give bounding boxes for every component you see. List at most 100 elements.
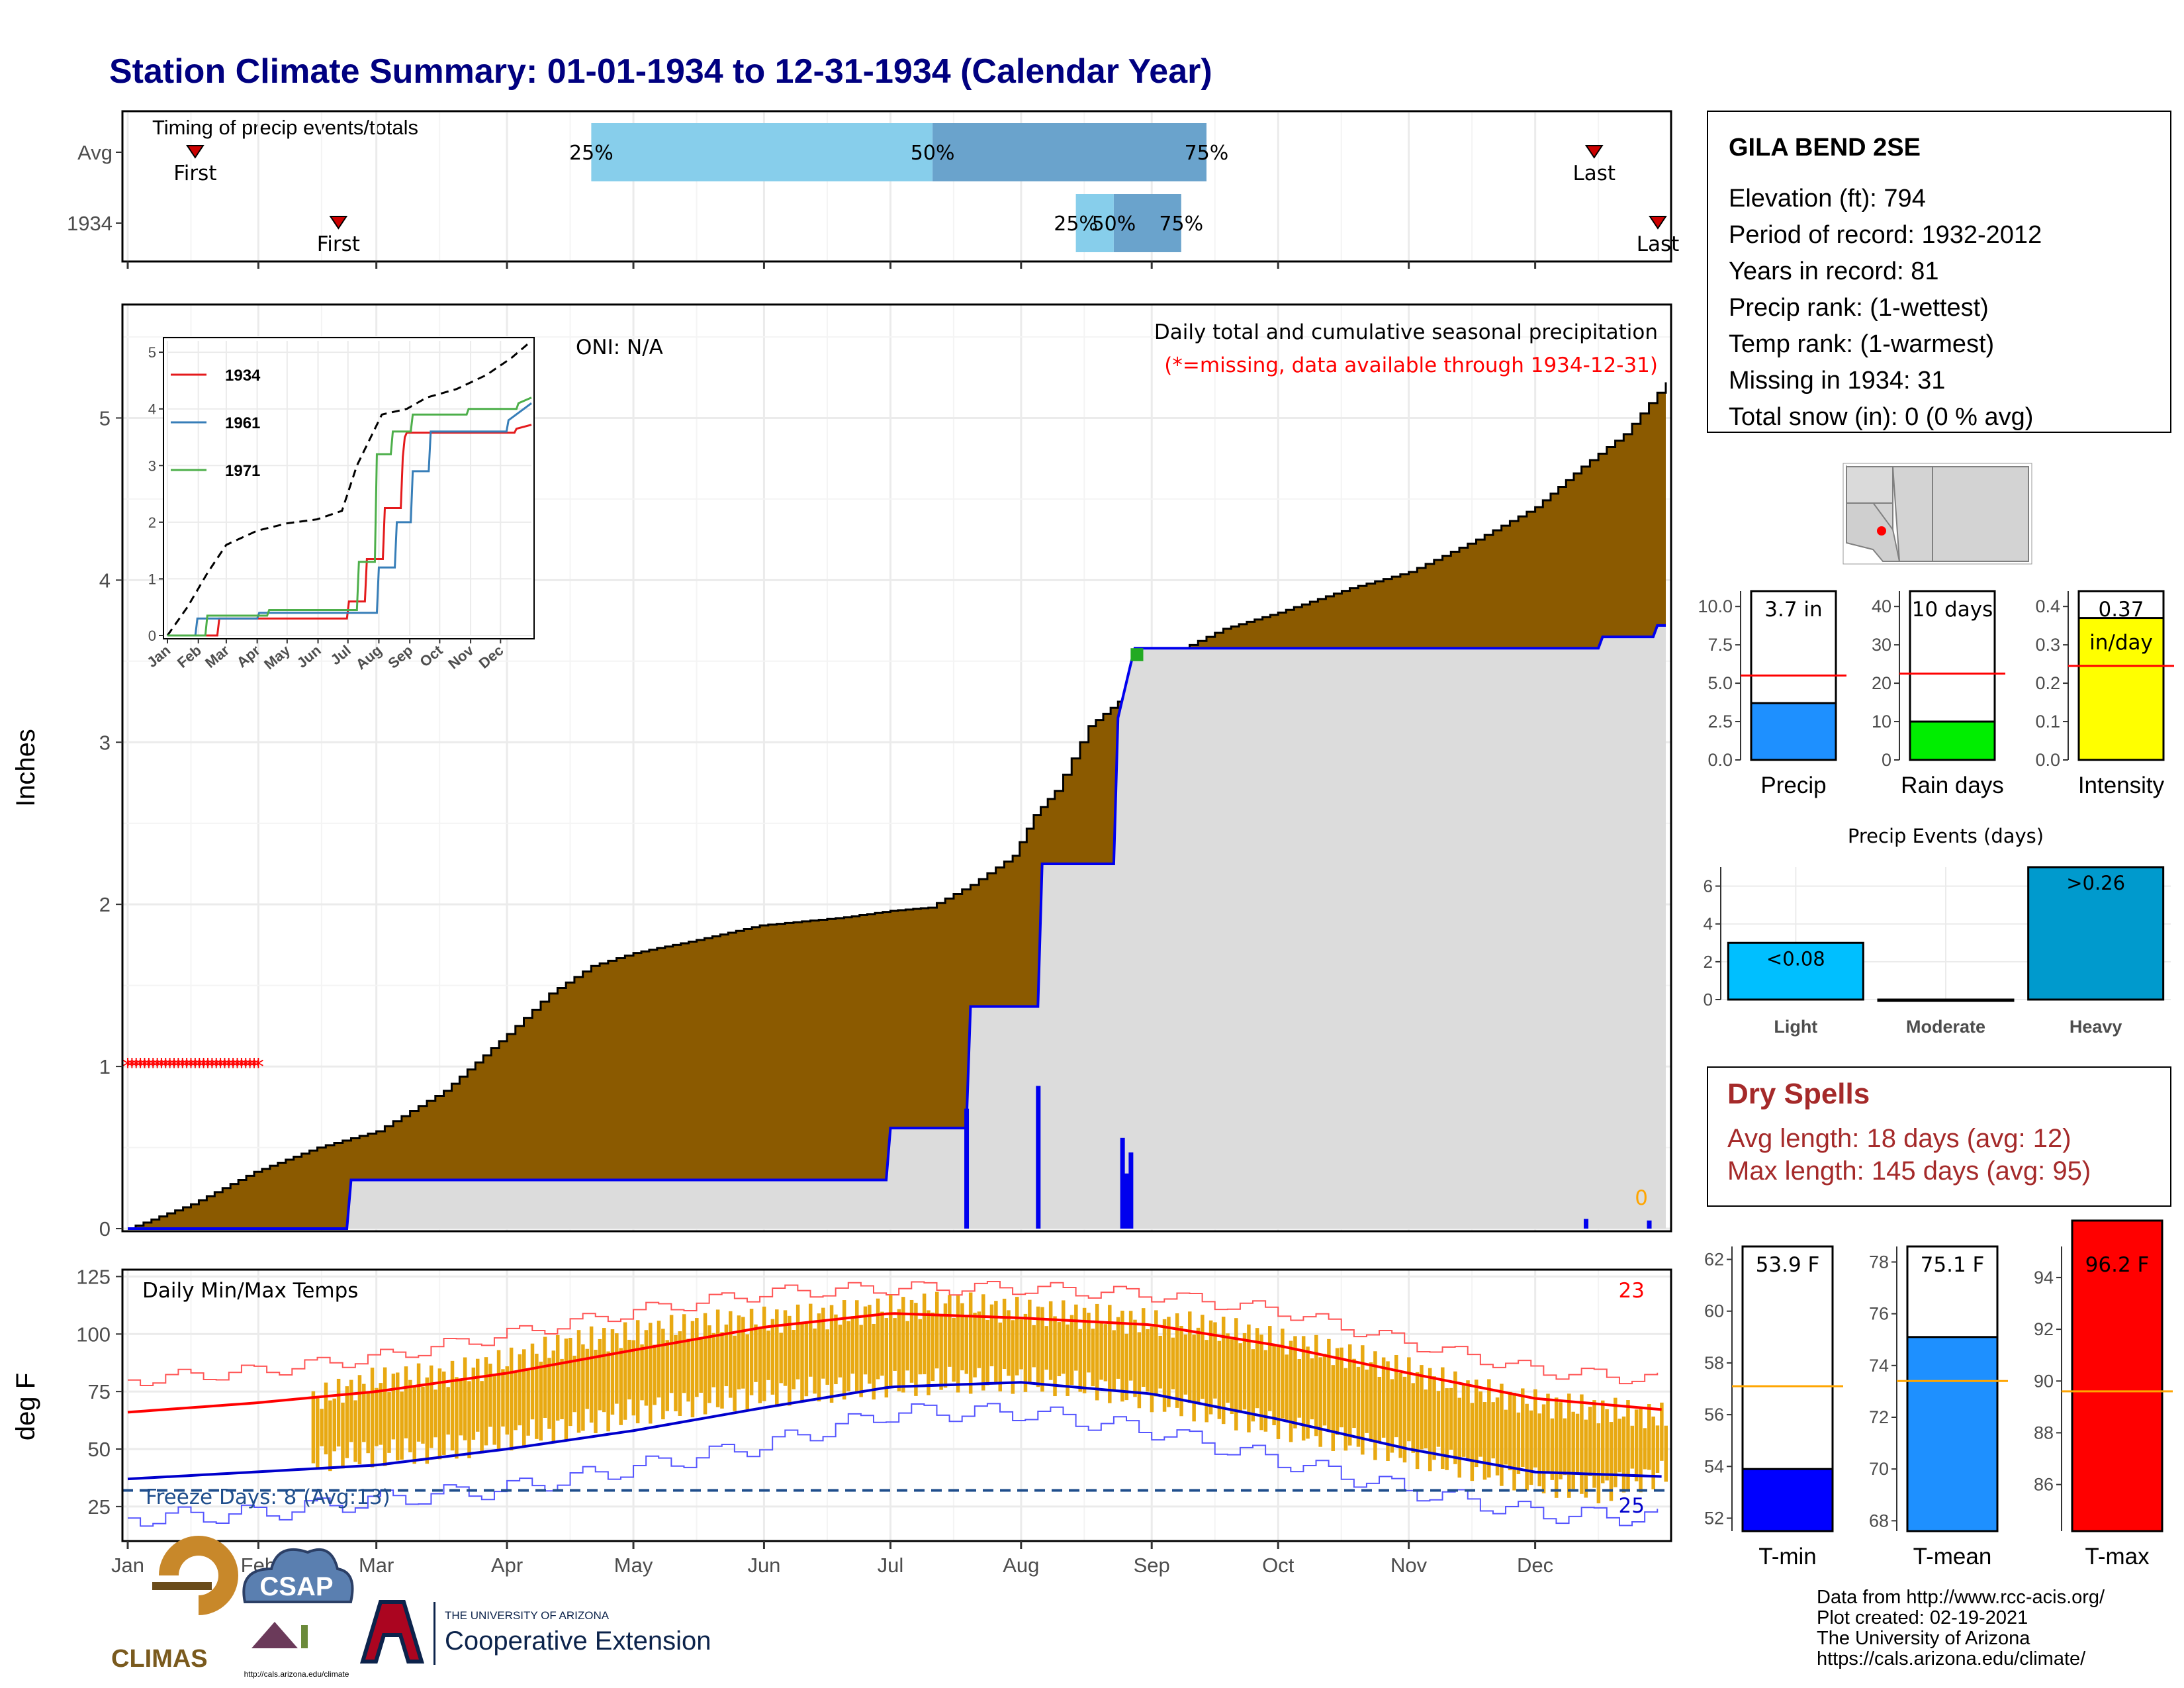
temps-daily-bar [1066,1324,1069,1396]
temps-daily-bar [1226,1333,1230,1403]
temps-daily-bar [496,1350,501,1450]
precip-end-label: 0 [1635,1186,1648,1210]
temps-daily-bar [1048,1301,1053,1380]
temps-daily-bar [555,1335,560,1421]
temps-daily-bar [1255,1328,1259,1409]
timing-bar-q50-q75 [933,123,1206,181]
temps-daily-bar [463,1357,467,1440]
temps-daily-bar [1234,1318,1238,1430]
temps-daily-bar [1167,1317,1171,1407]
temps-daily-bar [1276,1346,1281,1439]
temps-daily-bar [1124,1333,1129,1401]
footer-line-2: Plot created: 02-19-2021 [1817,1607,2028,1628]
tempbar-t-min-bar [1741,1468,1834,1532]
temps-daily-bar [1208,1320,1213,1415]
precip-above-avg-patch [1130,648,1144,661]
mini-intensity-ytick-label: 0.0 [2035,750,2060,770]
temps-daily-bar [821,1307,825,1379]
temps-daily-bar [737,1315,741,1389]
temps-daily-bar [1196,1327,1201,1404]
temps-daily-bar [1238,1343,1242,1411]
temps-daily-bar [455,1377,459,1459]
temps-daily-bar [383,1367,387,1466]
temps-daily-bar [960,1303,964,1371]
events-category-label-light: Light [1774,1017,1817,1037]
temps-daily-bar [530,1343,535,1420]
month-label-dec: Dec [1517,1554,1553,1577]
tempbar-t-max-ytick-label: 92 [2034,1319,2054,1339]
temps-daily-bar [1491,1402,1495,1459]
temps-daily-bar [868,1305,872,1384]
mini-precip-bar [1750,702,1837,761]
precip-missing-marker: * [194,1054,205,1080]
temps-daily-bar [715,1309,720,1407]
station-name: GILA BEND 2SE [1729,134,1921,162]
temps-daily-bar [897,1309,901,1391]
temps-daily-bar [939,1316,943,1390]
events-bar-moderate [1877,998,2015,1002]
temps-daily-bar [1377,1376,1382,1442]
temps-daily-bar [429,1365,433,1448]
temps-frame [121,1268,1672,1542]
temps-daily-bar [842,1300,846,1400]
precip-missing-marker: * [236,1054,247,1080]
station-info-line: Elevation (ft): 794 [1729,185,1926,212]
temps-daily-bar [606,1351,610,1432]
precip-missing-marker: * [177,1054,188,1080]
temps-title: Daily Min/Max Temps [142,1279,358,1303]
mini-precip-ytick-label: 2.5 [1707,712,1733,731]
temps-daily-bar [749,1309,754,1395]
temps-daily-bar [1415,1372,1420,1470]
tempbar-t-max-ytick-label: 94 [2034,1268,2054,1288]
temps-daily-bar [1171,1337,1175,1389]
temps-daily-bar [1213,1322,1217,1399]
temps-daily-bar [931,1312,935,1382]
temps-daily-bar [1263,1350,1268,1432]
temps-daily-bar [446,1387,450,1435]
temps-daily-bar [1175,1313,1179,1408]
events-ytick-label-0: 0 [1704,990,1713,1009]
map-new-mexico [1891,466,1933,562]
temps-daily-bar [1563,1418,1567,1476]
temps-daily-bar [581,1344,585,1431]
precip-daily-bar [1036,1086,1041,1229]
temps-daily-bar [1546,1393,1550,1472]
temps-daily-bar [1251,1349,1255,1422]
temps-daily-bar [741,1317,745,1389]
temps-daily-bar [682,1314,686,1393]
temps-ytick-label-50: 50 [88,1438,111,1461]
temps-daily-bar [1221,1317,1226,1425]
temps-daily-bar [442,1371,446,1455]
temps-daily-bar [1322,1354,1327,1426]
dry-spells-title: Dry Spells [1727,1078,1870,1110]
month-label-sep: Sep [1134,1554,1170,1577]
temps-daily-bar [375,1387,379,1446]
temps-daily-bar [956,1295,960,1393]
temps-daily-bar [539,1362,543,1441]
temps-daily-bar [796,1304,800,1380]
temps-daily-bar [914,1303,918,1396]
temps-daily-bar [526,1369,530,1436]
temps-daily-bar [1466,1380,1470,1460]
temps-daily-bar [1289,1340,1293,1442]
temps-daily-bar [311,1391,316,1464]
inset-ytick-label-5: 5 [148,344,156,361]
temps-daily-bar [775,1309,779,1406]
temps-daily-bar [686,1338,690,1402]
temps-daily-bar [1259,1335,1263,1430]
temps-daily-bar [1592,1400,1596,1488]
temps-daily-bar [1116,1317,1120,1379]
temps-daily-bar [480,1381,484,1454]
temps-daily-bar [1580,1394,1584,1494]
temps-daily-bar [459,1378,463,1436]
ua-logo-letter-a [359,1600,425,1664]
temps-daily-bar [678,1331,682,1416]
temps-daily-bar [825,1329,829,1385]
csap-logo-cloud [242,1548,354,1603]
temps-daily-bar [948,1295,952,1367]
inset-legend-label-1971: 1971 [225,462,260,480]
climas-logo-swirl [159,1536,238,1615]
temps-daily-bar [1554,1397,1559,1498]
precip-daily-bar [1647,1220,1652,1229]
page-title: Station Climate Summary: 01-01-1934 to 1… [109,52,1212,91]
